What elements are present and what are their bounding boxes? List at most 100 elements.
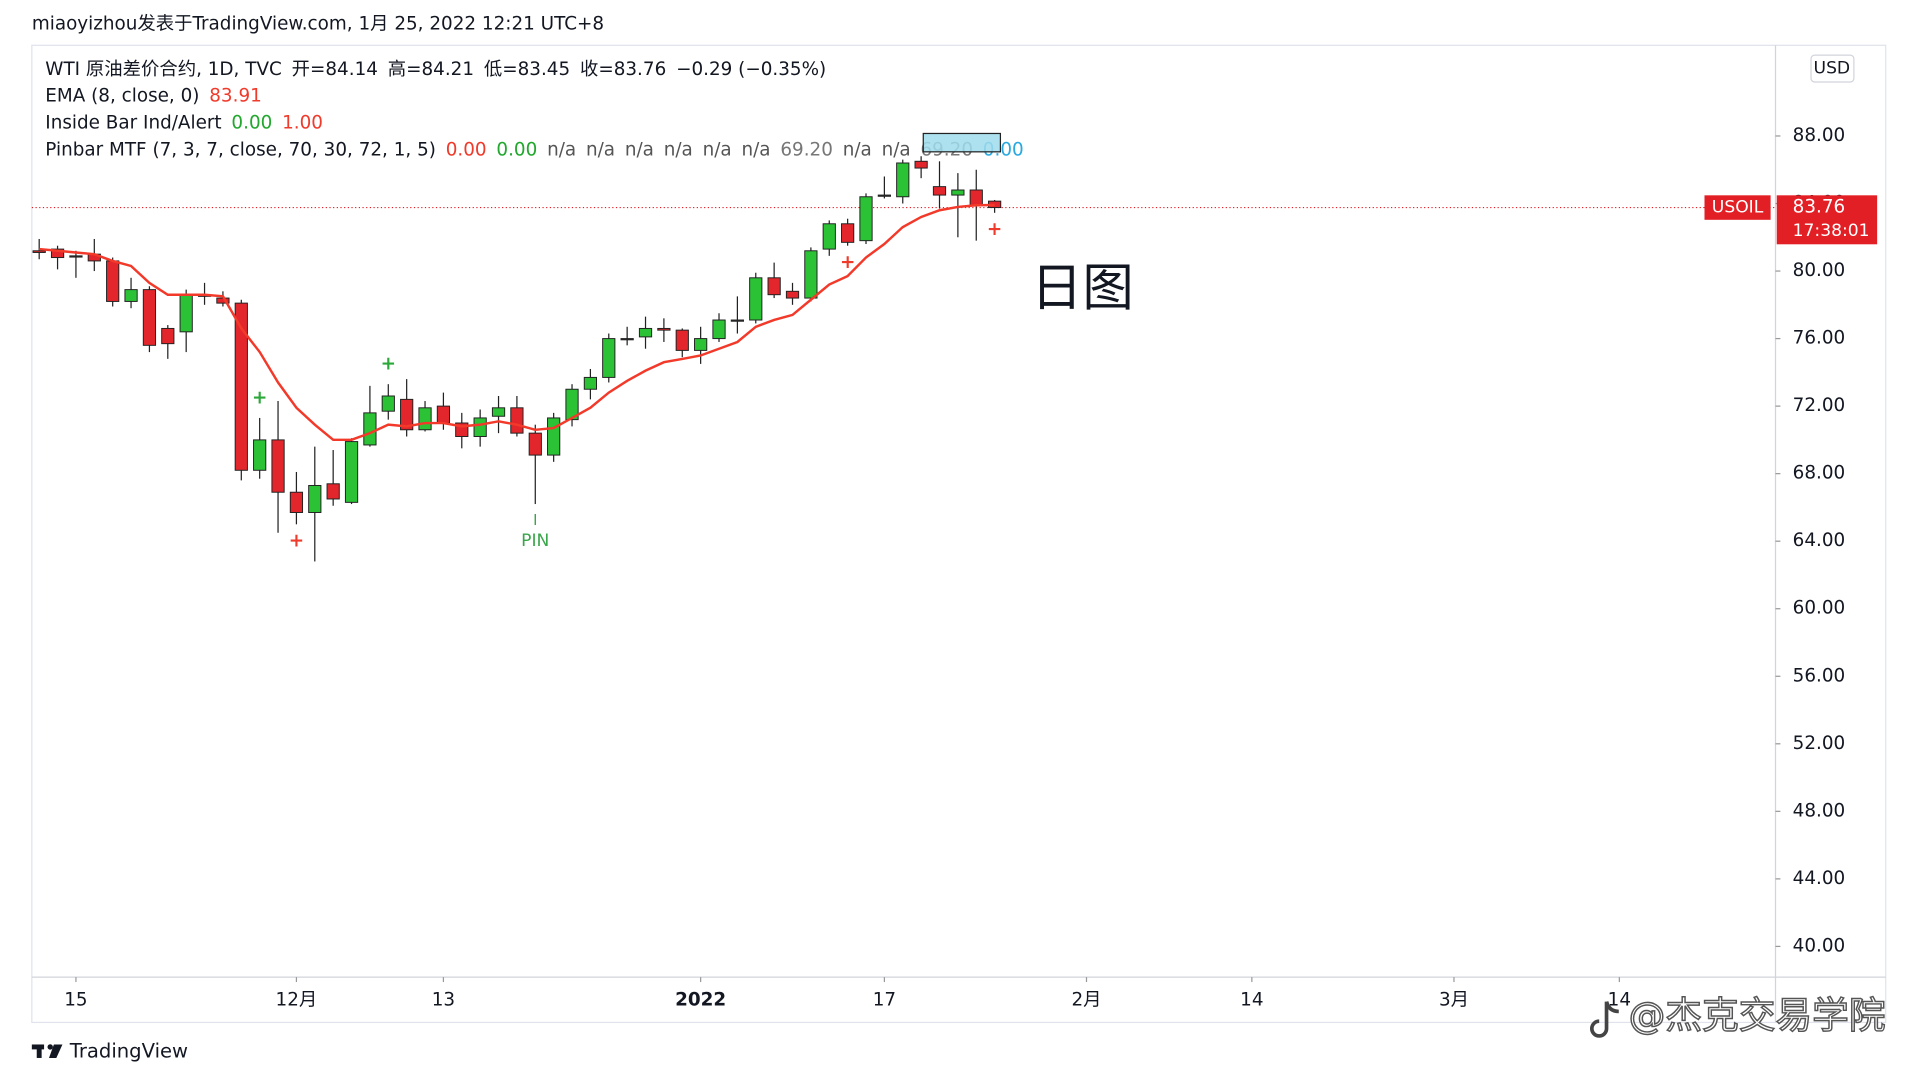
candle-body <box>179 294 193 333</box>
legend-item: n/a <box>625 140 654 161</box>
y-tick-label: 76.00 <box>1793 328 1846 349</box>
candle-body <box>730 319 745 322</box>
x-tick-label: 14 <box>1608 989 1631 1010</box>
watermark-icon <box>1590 1001 1619 1038</box>
legend-line: Pinbar MTF (7, 3, 7, close, 70, 30, 72, … <box>45 140 1023 161</box>
candle-body <box>528 432 542 456</box>
signal-marker: + <box>289 530 304 551</box>
price-tag <box>1776 195 1878 245</box>
x-tick-label: 14 <box>1240 989 1263 1010</box>
y-tick-label: 80.00 <box>1793 260 1846 281</box>
legend-item: Pinbar MTF (7, 3, 7, close, 70, 30, 72, … <box>45 140 436 161</box>
y-tick-label: 68.00 <box>1793 463 1846 484</box>
legend-line: WTI 原油差价合约, 1D, TVC 开=84.14 高=84.21 低=83.45… <box>45 59 826 80</box>
y-tick-label: 48.00 <box>1793 800 1846 821</box>
annotation: 日图 <box>1031 258 1134 318</box>
candle-body <box>161 327 175 345</box>
legend-item: 高=84.21 <box>388 59 474 80</box>
x-tick-label: 3月 <box>1439 989 1469 1010</box>
x-tick-label: 2月 <box>1071 989 1101 1010</box>
legend-item: n/a <box>882 140 911 161</box>
candle-body <box>363 412 377 446</box>
candle-body <box>547 417 561 456</box>
candle-body <box>50 248 65 259</box>
x-tick-label: 12月 <box>276 989 318 1010</box>
legend-item: n/a <box>547 140 576 161</box>
legend-item: n/a <box>843 140 872 161</box>
signal-marker: + <box>987 219 1002 240</box>
candle-body <box>767 277 781 296</box>
y-tick-label: 40.00 <box>1793 935 1846 956</box>
ema-line <box>39 203 995 442</box>
candle-body <box>602 338 616 378</box>
x-tick-label: 17 <box>873 989 896 1010</box>
candle-body <box>675 329 689 351</box>
candle-body <box>841 223 855 243</box>
candle-body <box>822 223 836 250</box>
symbol-tag <box>1704 195 1771 220</box>
signal-marker: + <box>840 252 855 273</box>
legend-item: EMA (8, close, 0) <box>45 86 199 107</box>
price-tag-time: 17:38:01 <box>1793 221 1870 241</box>
legend-item: n/a <box>741 140 770 161</box>
candle-body <box>749 277 763 321</box>
candle-body <box>473 417 487 438</box>
candle-body <box>620 338 634 341</box>
candle-body <box>969 189 983 206</box>
legend-line: EMA (8, close, 0) 83.91 <box>45 86 262 107</box>
tv-logo <box>31 1044 63 1058</box>
candle-body <box>583 376 598 390</box>
candle-body <box>400 398 414 431</box>
legend-line: Inside Bar Ind/Alert 0.00 1.00 <box>45 113 323 134</box>
price-tag-label: 83.76 <box>1793 197 1846 218</box>
legend-item: 0.00 <box>231 113 272 134</box>
candle-body <box>491 407 506 417</box>
candle-body <box>859 196 873 242</box>
legend-item: 收=83.76 <box>580 59 666 80</box>
candle-body <box>785 290 800 299</box>
candle-body <box>308 484 322 513</box>
y-tick-label: 56.00 <box>1793 665 1846 686</box>
candle-body <box>510 407 524 434</box>
legend-item: 69.20 <box>780 140 833 161</box>
candle-body <box>234 302 248 471</box>
candle-body <box>124 289 138 302</box>
candle-body <box>436 405 451 424</box>
candle-body <box>271 439 285 493</box>
y-tick-label: 52.00 <box>1793 733 1846 754</box>
candle-body <box>565 388 579 421</box>
y-tick-label: 60.00 <box>1793 598 1846 619</box>
candle-body <box>253 439 267 471</box>
pin-label: PIN <box>521 531 549 551</box>
y-tick-label: 44.00 <box>1793 868 1846 889</box>
candle-body <box>344 441 359 503</box>
legend-item: n/a <box>586 140 615 161</box>
legend-item: Inside Bar Ind/Alert <box>45 113 221 134</box>
signal-marker: + <box>252 387 267 408</box>
currency-button[interactable] <box>1810 54 1855 83</box>
legend-item: 0.00 <box>446 140 487 161</box>
highlight-box <box>922 132 1002 153</box>
candle-body <box>69 255 83 258</box>
y-tick-label: 64.00 <box>1793 530 1846 551</box>
x-tick-label: 2022 <box>675 989 726 1010</box>
signal-marker: + <box>381 354 396 375</box>
legend-item: 83.91 <box>209 86 262 107</box>
candle-body <box>289 491 304 513</box>
candle-body <box>106 260 120 302</box>
candle-body <box>896 162 910 198</box>
brand: TradingView <box>69 1039 188 1062</box>
legend-item: 1.00 <box>282 113 323 134</box>
candle-body <box>877 194 891 197</box>
pin-marker: I <box>533 512 537 529</box>
legend-item: 0.00 <box>496 140 537 161</box>
legend-item: 开=84.14 <box>292 59 378 80</box>
currency-label: USD <box>1814 59 1851 79</box>
candle-body <box>381 395 395 412</box>
candle-body <box>657 327 671 331</box>
candle-body <box>32 250 46 253</box>
header: miaoyizhou发表于TradingView.com, 1月 25, 202… <box>32 13 604 34</box>
